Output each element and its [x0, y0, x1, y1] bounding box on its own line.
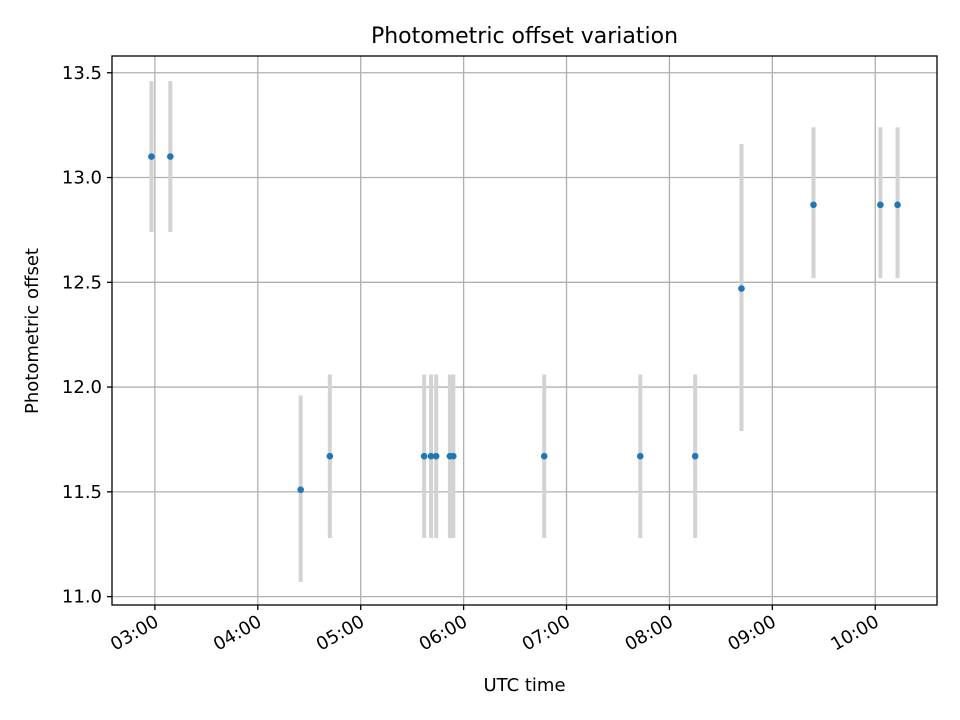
y-tick-label: 11.0	[62, 587, 102, 608]
y-tick-label: 13.0	[62, 168, 102, 189]
x-tick-label: 09:00	[724, 611, 779, 655]
y-tick-label: 12.0	[62, 377, 102, 398]
x-axis-ticks: 03:00 04:00 05:00 06:00 07:00 08:00 09:00 10:00	[107, 605, 883, 655]
grid-lines	[112, 56, 937, 605]
x-axis-label: UTC time	[483, 675, 565, 696]
plot-frame	[111, 55, 938, 606]
x-tick-label: 08:00	[622, 611, 677, 655]
data-point	[326, 452, 334, 460]
x-tick-label: 06:00	[416, 611, 471, 655]
x-tick-label: 05:00	[313, 611, 368, 655]
data-point	[167, 153, 174, 160]
data-point	[738, 285, 745, 292]
x-tick-label: 10:00	[827, 611, 882, 655]
x-tick-label: 07:00	[519, 611, 574, 655]
data-point	[894, 201, 901, 209]
y-tick-label: 13.5	[62, 63, 102, 84]
data-point	[427, 452, 435, 460]
x-tick-label: 04:00	[210, 611, 265, 655]
data-point	[810, 201, 817, 209]
data-point	[420, 452, 428, 460]
data-points	[148, 153, 901, 494]
data-point	[450, 452, 457, 460]
data-point	[297, 486, 304, 494]
data-point	[148, 153, 155, 160]
y-tick-label: 12.5	[62, 272, 102, 293]
data-point	[540, 452, 548, 460]
x-tick-label: 03:00	[107, 611, 162, 655]
data-point	[877, 201, 884, 209]
y-axis-ticks: 11.0 11.5 12.0 12.5 13.0 13.5	[62, 63, 112, 608]
data-point	[636, 452, 644, 460]
data-point	[432, 452, 440, 460]
y-axis-label: Photometric offset	[22, 248, 43, 414]
data-point	[691, 452, 699, 460]
error-bars	[149, 81, 900, 582]
chart-title: Photometric offset variation	[371, 24, 678, 49]
y-tick-label: 11.5	[62, 482, 102, 503]
